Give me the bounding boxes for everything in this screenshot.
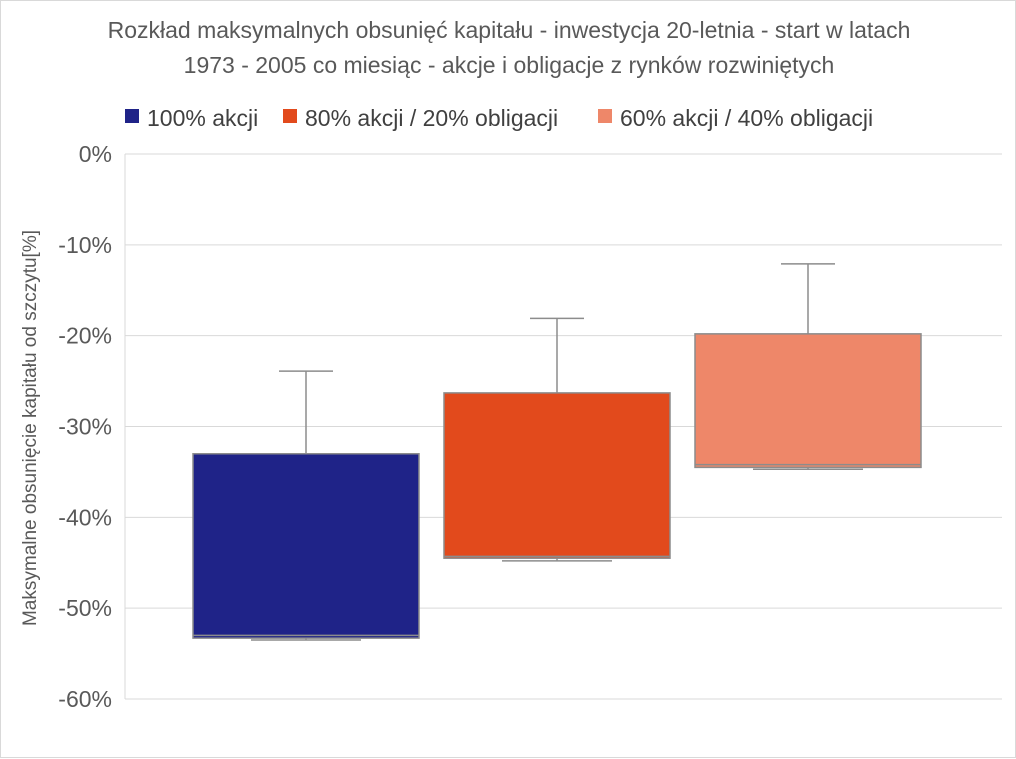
legend: 100% akcji 80% akcji / 20% obligacji 60% a… — [125, 105, 873, 131]
legend-label: 100% akcji — [147, 105, 258, 131]
y-axis-label: Maksymalne obsunięcie kapitału od szczyt… — [20, 230, 41, 626]
legend-swatch — [283, 109, 297, 123]
boxes — [192, 263, 922, 641]
box-series — [443, 317, 671, 562]
box-series — [192, 370, 420, 641]
box — [694, 333, 922, 469]
y-tick-label: -60% — [58, 686, 112, 712]
box-series — [694, 263, 922, 470]
legend-swatch — [125, 109, 139, 123]
y-tick-label: -30% — [58, 414, 112, 440]
legend-swatch — [598, 109, 612, 123]
y-tick-label: -50% — [58, 595, 112, 621]
y-axis: 0% -10% -20% -30% -40% -50% -60% — [58, 141, 126, 712]
chart-title-line-2: 1973 - 2005 co miesiąc - akcje i obligac… — [184, 52, 835, 78]
y-tick-label: 0% — [79, 141, 112, 167]
box — [443, 392, 671, 559]
chart-title-line-1: Rozkład maksymalnych obsunięć kapitału -… — [108, 17, 911, 43]
legend-label: 60% akcji / 40% obligacji — [620, 105, 873, 131]
y-tick-label: -40% — [58, 504, 112, 530]
legend-label: 80% akcji / 20% obligacji — [305, 105, 558, 131]
y-tick-label: -20% — [58, 323, 112, 349]
y-tick-label: -10% — [58, 232, 112, 258]
box — [192, 453, 420, 639]
chart-title: Rozkład maksymalnych obsunięć kapitału -… — [108, 17, 911, 78]
